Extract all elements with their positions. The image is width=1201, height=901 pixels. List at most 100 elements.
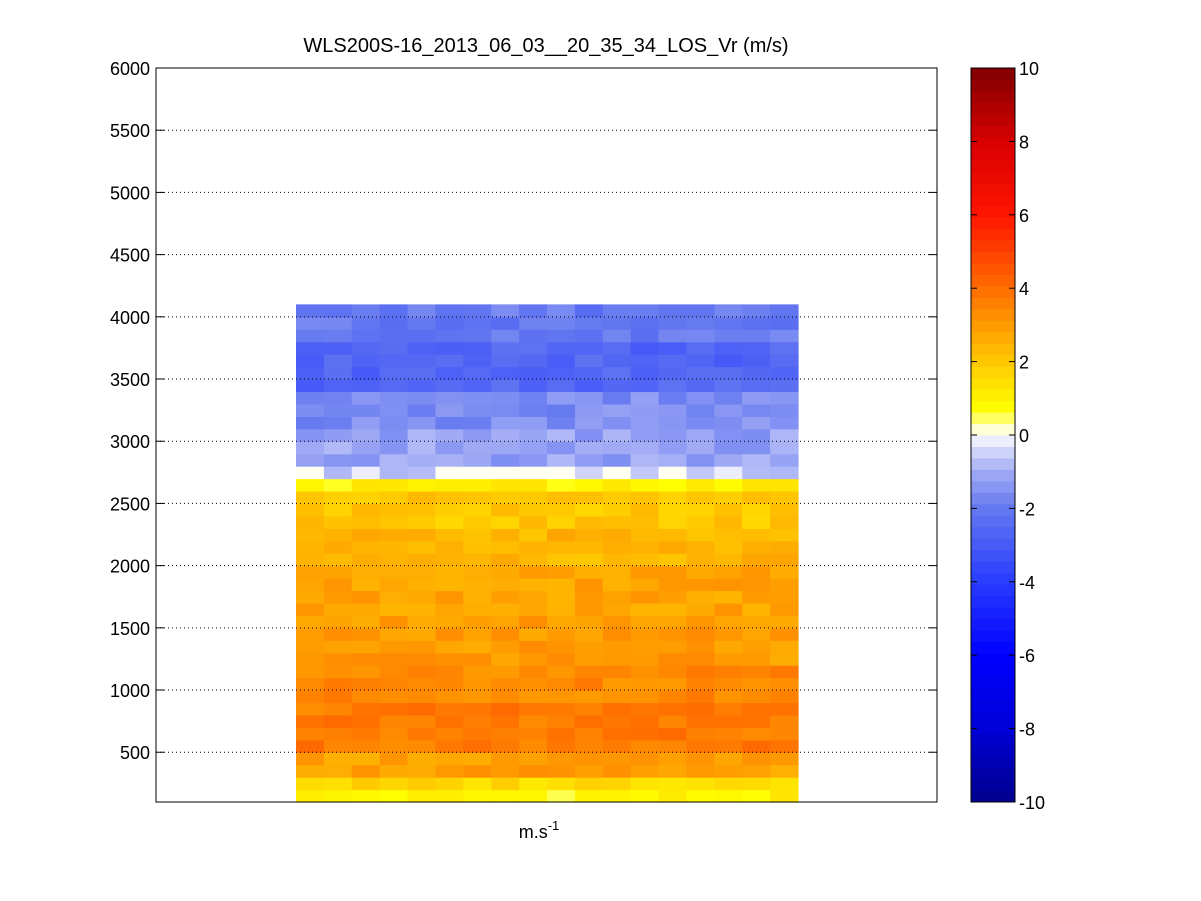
heatmap-cell <box>658 366 688 380</box>
heatmap-cell <box>686 640 715 654</box>
heatmap-cell <box>351 403 381 417</box>
colorbar-swatch <box>971 113 1015 126</box>
heatmap-cell <box>658 428 688 442</box>
heatmap-cell <box>435 565 464 579</box>
heatmap-cell <box>602 441 632 455</box>
heatmap-cell <box>630 503 660 517</box>
heatmap-cell <box>296 304 325 318</box>
heatmap-cell <box>770 702 799 716</box>
heatmap-cell <box>658 403 688 417</box>
heatmap-cell <box>714 366 743 380</box>
heatmap-cell <box>547 652 576 666</box>
heatmap-cell <box>547 341 576 355</box>
heatmap-cell <box>351 466 381 480</box>
colorbar-swatch <box>971 159 1015 172</box>
colorbar-swatch <box>971 538 1015 551</box>
y-tick-label: 4500 <box>110 246 150 266</box>
colorbar-swatch <box>971 423 1015 436</box>
heatmap-cell <box>742 565 771 579</box>
heatmap-cell <box>602 503 632 517</box>
heatmap-cell <box>602 590 632 604</box>
heatmap-cell <box>547 391 576 405</box>
heatmap-cell <box>686 777 715 791</box>
heatmap-cell <box>574 316 604 330</box>
heatmap-cell <box>658 341 688 355</box>
heatmap-cell <box>323 490 353 505</box>
heatmap-cell <box>351 714 381 728</box>
heatmap-cell <box>686 627 715 641</box>
heatmap-cell <box>519 627 548 641</box>
heatmap-cell <box>547 615 576 629</box>
plot-area: 500 1000 1500 2000 2500 3000 3500 4000 4500 5000 5… <box>110 59 938 803</box>
heatmap-cell <box>351 391 381 405</box>
colorbar-swatch <box>971 400 1015 413</box>
heatmap-cell <box>296 777 325 791</box>
heatmap-cell <box>630 528 660 542</box>
heatmap-cell <box>770 665 799 679</box>
heatmap-cell <box>435 640 464 654</box>
heatmap-cell <box>491 739 520 753</box>
heatmap-cell <box>351 478 381 492</box>
heatmap-cell <box>407 391 437 405</box>
colorbar-tick-label: -8 <box>1019 720 1035 740</box>
heatmap-cell <box>686 503 715 517</box>
heatmap-cell <box>519 528 548 542</box>
heatmap-cell <box>630 316 660 330</box>
heatmap-cell <box>630 640 660 654</box>
heatmap-cell <box>658 652 688 666</box>
heatmap-cell <box>770 752 799 766</box>
heatmap-cell <box>574 329 604 343</box>
heatmap-cell <box>547 714 576 728</box>
heatmap-cell <box>686 652 715 666</box>
heatmap-cell <box>435 652 464 666</box>
heatmap-cell <box>574 354 604 368</box>
colorbar-swatch <box>971 366 1015 379</box>
heatmap-cell <box>770 528 799 542</box>
heatmap-cell <box>742 590 771 604</box>
heatmap-cell <box>407 665 437 679</box>
heatmap-cell <box>770 453 799 467</box>
colorbar-swatch <box>971 262 1015 275</box>
heatmap-cell <box>602 403 632 417</box>
heatmap-cell <box>379 391 409 405</box>
heatmap-cell <box>686 354 715 368</box>
heatmap-cell <box>742 304 771 318</box>
heatmap-cell <box>519 764 548 778</box>
heatmap-cell <box>351 379 381 393</box>
colorbar-swatch <box>971 526 1015 539</box>
heatmap-cell <box>323 615 353 629</box>
heatmap-cell <box>770 503 799 517</box>
heatmap-cell <box>519 677 548 691</box>
heatmap-cell <box>323 341 353 355</box>
heatmap-cell <box>742 553 771 567</box>
heatmap-cell <box>770 490 799 505</box>
heatmap-cell <box>491 714 520 728</box>
heatmap-cell <box>463 652 492 666</box>
heatmap-cell <box>770 690 799 704</box>
heatmap-cell <box>547 665 576 679</box>
heatmap-cell <box>435 416 464 430</box>
heatmap-cell <box>519 540 548 554</box>
heatmap-cell <box>714 627 743 641</box>
colorbar-tick-label: 2 <box>1019 353 1029 373</box>
heatmap-cell <box>658 379 688 393</box>
y-tick-label: 2500 <box>110 494 150 514</box>
heatmap-cell <box>296 329 325 343</box>
heatmap-cell <box>407 490 437 505</box>
heatmap-cell <box>463 366 492 380</box>
heatmap-cell <box>435 490 464 505</box>
heatmap-cell <box>351 490 381 505</box>
heatmap-cell <box>435 316 464 330</box>
heatmap-cell <box>770 515 799 529</box>
heatmap-cell <box>770 441 799 455</box>
heatmap-cell <box>742 379 771 393</box>
heatmap-cell <box>491 752 520 766</box>
heatmap-cell <box>574 391 604 405</box>
heatmap-cell <box>491 490 520 505</box>
heatmap-cell <box>323 416 353 430</box>
heatmap-cell <box>602 777 632 791</box>
heatmap-cell <box>519 665 548 679</box>
colorbar-swatch <box>971 274 1015 287</box>
heatmap-cell <box>463 727 492 741</box>
heatmap-cell <box>296 428 325 442</box>
